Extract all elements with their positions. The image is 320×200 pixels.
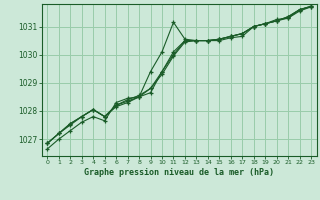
X-axis label: Graphe pression niveau de la mer (hPa): Graphe pression niveau de la mer (hPa)	[84, 168, 274, 177]
